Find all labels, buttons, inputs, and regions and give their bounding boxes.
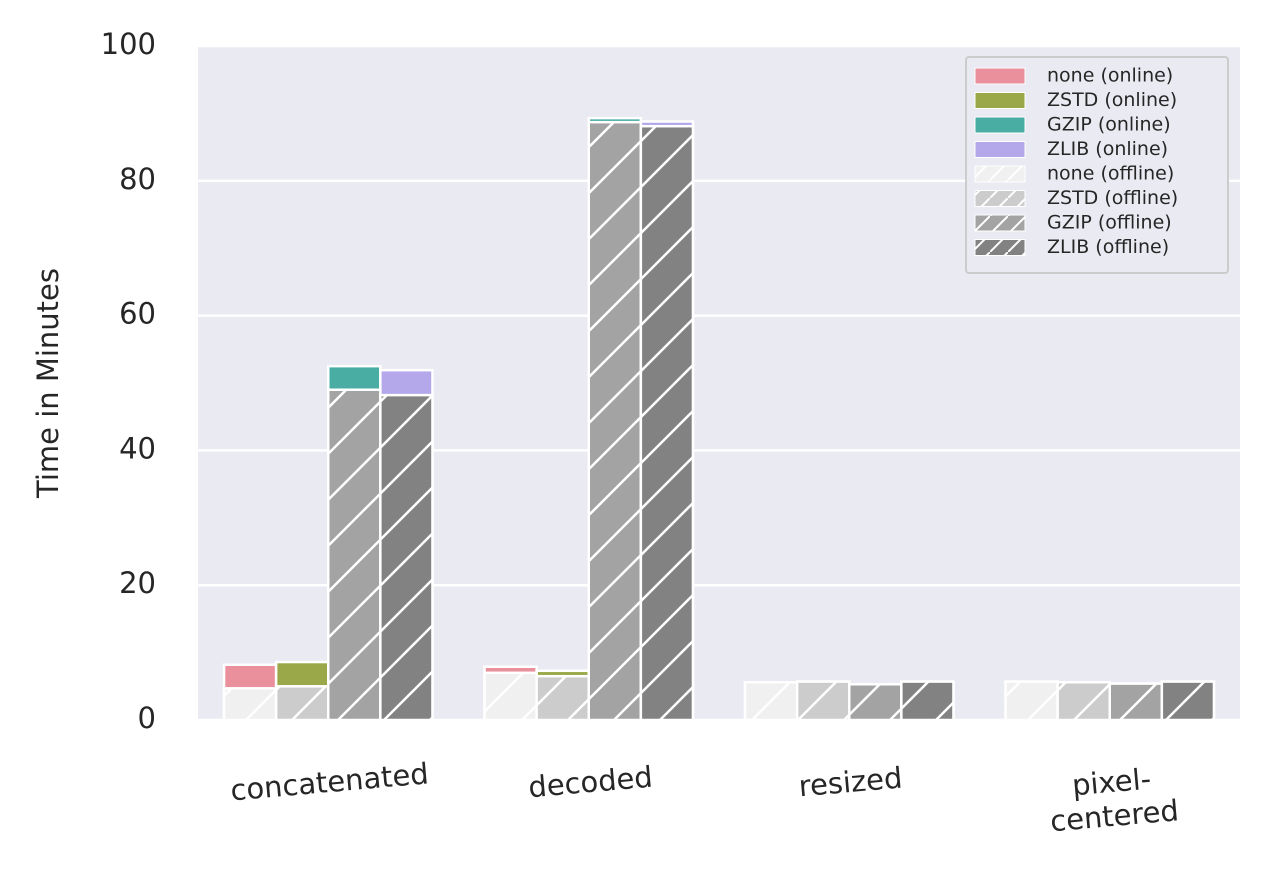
bar-hatch <box>224 688 277 720</box>
bar-hatch <box>849 684 902 720</box>
legend-swatch <box>974 141 1026 158</box>
legend-label: ZLIB (offline) <box>1047 236 1169 258</box>
legend: none (online)ZSTD (online)GZIP (online)Z… <box>965 56 1229 274</box>
y-tick-label: 100 <box>101 27 156 61</box>
legend-label: GZIP (online) <box>1047 114 1171 136</box>
y-tick-label: 0 <box>138 701 156 735</box>
bar-hatch <box>1057 682 1110 720</box>
legend-label: none (offline) <box>1047 163 1174 185</box>
y-tick-label: 80 <box>119 162 156 196</box>
legend-box <box>965 56 1229 274</box>
bar-hatch <box>588 122 641 721</box>
bar-hatch <box>640 126 693 721</box>
bar-hatch <box>1161 681 1214 720</box>
legend-swatch <box>974 116 1026 134</box>
bar-hatch <box>276 686 329 720</box>
legend-label: GZIP (offline) <box>1047 212 1172 234</box>
legend-label: ZLIB (online) <box>1047 138 1168 160</box>
bar-hatch <box>484 672 537 720</box>
y-tick-label: 40 <box>119 431 156 465</box>
y-tick-label: 20 <box>119 566 156 600</box>
bar-hatch <box>380 395 433 720</box>
y-tick-label: 60 <box>119 297 156 331</box>
bar-hatch <box>1109 683 1162 720</box>
legend-swatch <box>974 67 1026 85</box>
legend-label: ZSTD (offline) <box>1047 187 1178 209</box>
legend-swatch-hatch <box>975 239 1025 256</box>
bar-hatch <box>901 681 954 720</box>
bar-hatch <box>797 681 850 720</box>
bar-hatch <box>328 389 381 720</box>
bar-hatch <box>536 676 589 720</box>
y-axis-label: Time in Minutes <box>31 268 65 499</box>
legend-label: ZSTD (online) <box>1047 89 1177 111</box>
bar-hatch <box>745 682 798 720</box>
legend-label: none (online) <box>1047 65 1173 87</box>
legend-swatch-hatch <box>975 190 1025 207</box>
legend-swatch-hatch <box>975 166 1025 182</box>
bar-hatch <box>1005 681 1058 720</box>
legend-swatch <box>974 92 1026 109</box>
legend-swatch-hatch <box>975 215 1025 231</box>
